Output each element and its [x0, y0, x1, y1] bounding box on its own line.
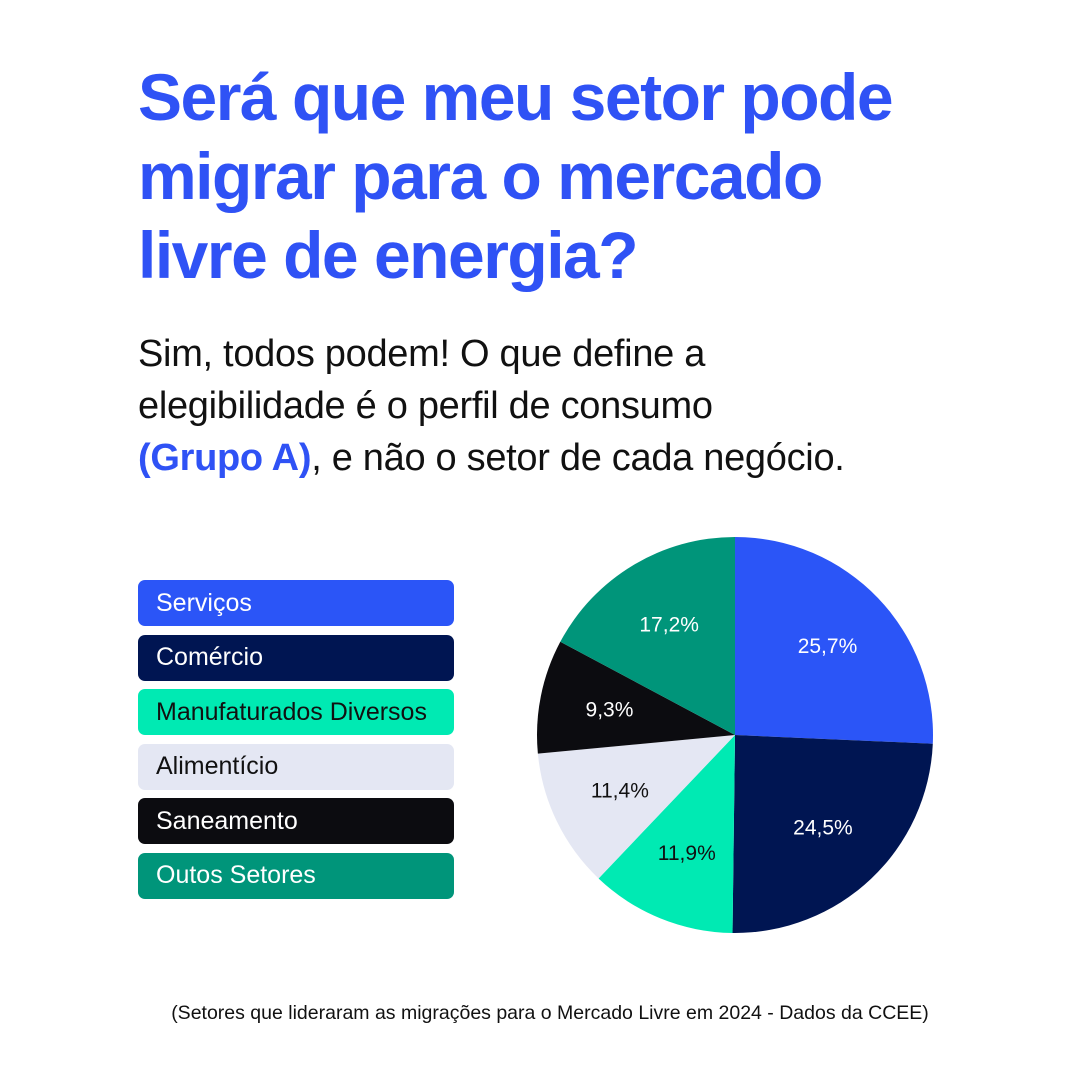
- title-line-1: Será que meu setor pode: [138, 60, 894, 134]
- legend-label: Saneamento: [156, 806, 298, 835]
- legend-item: Serviços: [138, 580, 454, 626]
- pie-slice: [537, 641, 735, 754]
- legend-label: Comércio: [156, 643, 263, 671]
- subtitle-highlight: (Grupo A): [138, 437, 312, 479]
- pie-slice: [735, 537, 933, 744]
- slice-label: 25,7%: [798, 635, 858, 658]
- legend-label: Serviços: [156, 588, 252, 617]
- legend-label: Alimentício: [156, 752, 279, 780]
- slice-label: 9,3%: [586, 698, 634, 721]
- chart-legend: Serviços Comércio Manufaturados Diversos Al…: [138, 580, 454, 907]
- slice-label: 24,5%: [793, 817, 853, 840]
- legend-item: Outos Setores: [138, 852, 454, 899]
- pie-chart: 25,7% 24,5% 11,9% 11,4% 9,3% 17,2%: [537, 537, 933, 933]
- legend-item: Alimentício: [138, 743, 454, 790]
- legend-item: Saneamento: [138, 798, 454, 844]
- footnote: (Setores que lideraram as migrações para…: [171, 1002, 929, 1024]
- title-line-2: migrar para o mercado: [138, 139, 823, 213]
- legend-label: Outos Setores: [156, 861, 316, 889]
- subtitle-line-2: elegibilidade é o perfil de consumo: [138, 385, 713, 427]
- pie-slice: [537, 735, 735, 879]
- subtitle-line-1: Sim, todos podem! O que define a: [138, 333, 706, 375]
- pie-slice: [598, 735, 735, 933]
- slice-label: 11,4%: [591, 779, 649, 802]
- legend-label: Manufaturados Diversos: [156, 697, 427, 726]
- pie-slice: [560, 537, 735, 735]
- subtitle: Sim, todos podem! O que define a elegibi…: [138, 328, 1038, 484]
- legend-item: Comércio: [138, 634, 454, 681]
- pie-slice: [732, 735, 933, 933]
- subtitle-line-3: , e não o setor de cada negócio.: [311, 437, 845, 479]
- slice-label: 11,9%: [658, 842, 716, 865]
- page-title: Será que meu setor pode migrar para o me…: [138, 58, 998, 295]
- title-line-3: livre de energia?: [138, 218, 639, 292]
- legend-item: Manufaturados Diversos: [138, 689, 454, 735]
- slice-label: 17,2%: [639, 614, 699, 637]
